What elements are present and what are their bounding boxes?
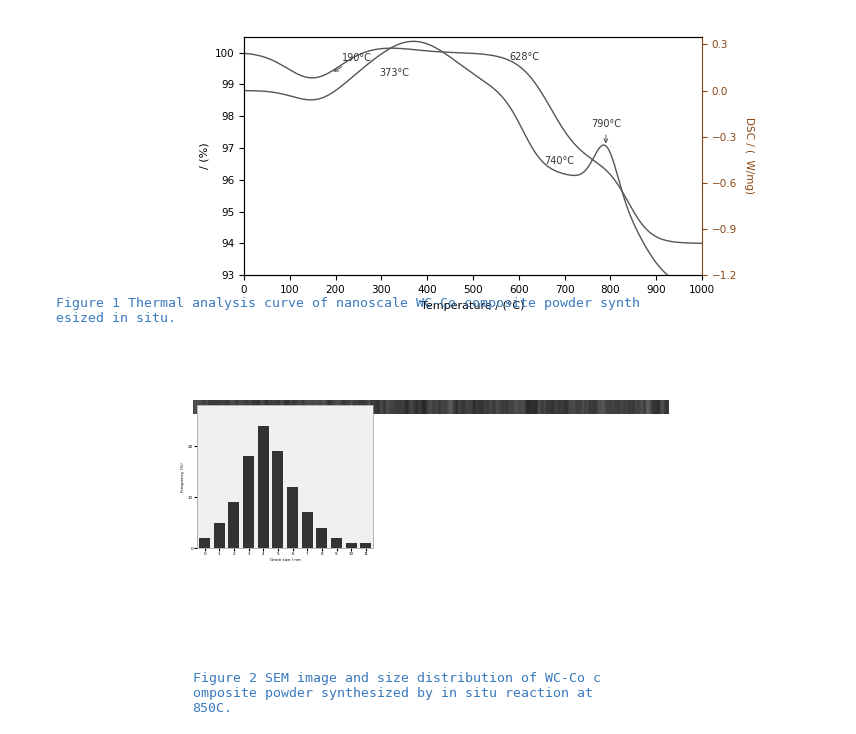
Text: Figure 1 Thermal analysis curve of nanoscale WC-Co composite powder synth
esized: Figure 1 Thermal analysis curve of nanos… — [56, 297, 639, 325]
Text: 373°C: 373°C — [379, 68, 409, 79]
Text: 790°C: 790°C — [591, 120, 621, 142]
Y-axis label: DSC / (  W/mg): DSC / ( W/mg) — [744, 117, 753, 195]
X-axis label: Temperature / (°C): Temperature / (°C) — [421, 300, 525, 310]
Y-axis label: / (%): / (%) — [199, 142, 209, 170]
Text: 628°C: 628°C — [509, 51, 539, 62]
Text: 190°C: 190°C — [335, 53, 372, 71]
Text: 740°C: 740°C — [544, 156, 574, 166]
Text: Figure 2 SEM image and size distribution of WC-Co c
omposite powder synthesized : Figure 2 SEM image and size distribution… — [193, 672, 601, 715]
